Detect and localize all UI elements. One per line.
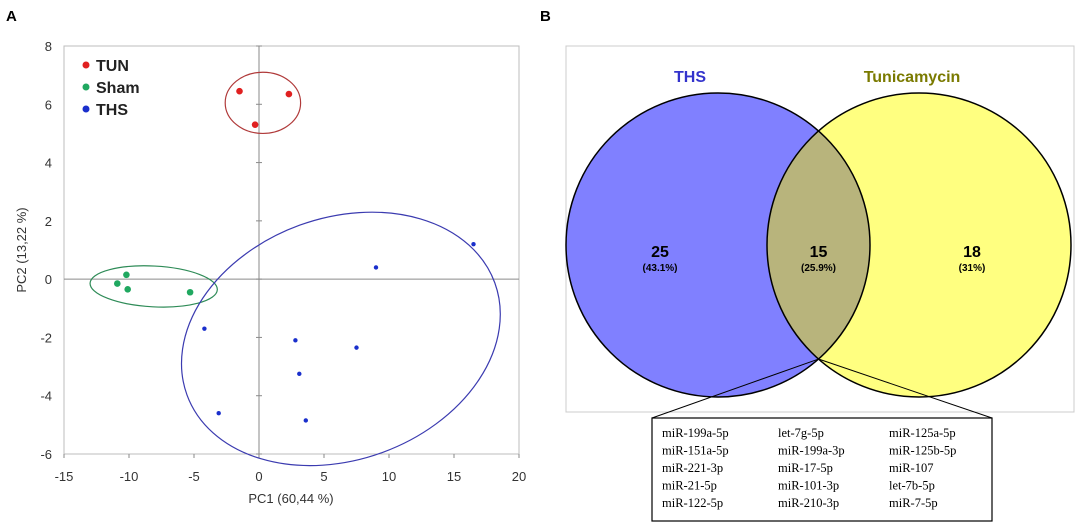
tunicamycin-set-outline [766,92,1072,398]
x-tick-label: 0 [255,469,262,484]
sham-point [123,271,130,279]
panel-b-label: B [540,8,551,25]
ths-point [293,338,298,343]
mirna-list-box [651,417,993,522]
mirna-item: miR-151a-5p [662,444,729,458]
mirna-item: miR-210-3p [778,496,839,510]
ths-point [373,265,379,270]
mirna-item: miR-125b-5p [889,444,956,458]
mirna-item: let-7g-5p [778,426,824,440]
sham-point [114,280,121,287]
y-tick-label: 2 [45,214,52,229]
intersection-callout: miR-199a-5p let-7g-5p miR-125a-5p miR-151a-… [651,358,993,522]
y-axis-title: PC2 (13,22 %) [14,207,29,292]
ths-point [297,371,302,377]
callout-line-left [651,358,819,419]
sham-legend-marker [82,83,90,91]
axes: -15 -10 -5 0 5 10 15 20 -6 -4 -2 0 2 4 6 8 [40,39,526,484]
plot-frame [63,45,520,455]
x-tick-label: -5 [188,469,200,484]
ths-point [202,326,207,331]
ths-legend-label: THS [96,102,128,119]
mirna-item: miR-101-3p [778,479,839,493]
ths-only-count: 25 [651,244,669,261]
x-tick-label: -10 [120,469,139,484]
ths-point [303,418,308,423]
y-tick-label: -4 [40,389,52,404]
ths-point [216,411,221,416]
tun-legend-label: TUN [96,58,129,75]
ths-point [471,241,476,247]
mirna-item: miR-7-5p [889,496,938,510]
panel-a-scatter: A -15 -10 -5 0 5 10 15 20 -6 -4 -2 0 2 4 6 8 TUN Sham THS… [6,8,526,506]
tun-cluster-ellipse [224,71,302,135]
legend: TUN Sham THS [82,58,140,119]
data-points [114,87,476,423]
intersection-percent: (25.9%) [801,263,836,274]
ths-point [354,345,359,350]
x-tick-label: 20 [512,469,526,484]
x-tick-label: 5 [320,469,327,484]
y-tick-label: -2 [40,330,52,345]
panel-b-venn: B THS Tunicamycin 25 (43.1%) 15 (25.9%) 18 (31%… [540,8,1075,522]
tun-legend-marker [82,61,90,69]
mirna-item: miR-122-5p [662,496,723,510]
mirna-item: miR-125a-5p [889,426,956,440]
x-tick-label: 10 [382,469,396,484]
y-tick-label: 8 [45,39,52,54]
y-tick-label: 0 [45,272,52,287]
sham-legend-label: Sham [96,80,140,97]
cluster-ellipses [89,71,501,467]
panel-a-label: A [6,8,17,25]
tunicamycin-only-percent: (31%) [959,263,986,274]
plot-area [63,45,520,455]
y-tick-label: 6 [45,97,52,112]
mirna-item: miR-199a-5p [662,426,729,440]
mirna-item: miR-107 [889,461,933,475]
ths-legend-marker [82,105,90,113]
x-tick-label: 15 [447,469,461,484]
tunicamycin-only-count: 18 [963,244,981,261]
x-axis-title: PC1 (60,44 %) [248,491,333,506]
intersection-region [767,130,870,360]
mirna-item: let-7b-5p [889,479,935,493]
mirna-item: miR-199a-3p [778,444,845,458]
ths-set-outline [565,92,871,398]
tun-point [285,90,293,98]
x-tick-label: -15 [55,469,74,484]
tun-point [236,87,243,95]
tunicamycin-set-title: Tunicamycin [864,69,961,86]
ths-only-percent: (43.1%) [642,263,677,274]
y-tick-label: -6 [40,447,52,462]
callout-line-right [818,358,993,419]
ths-set-title: THS [674,69,706,86]
mirna-item: miR-17-5p [778,461,833,475]
mirna-item: miR-21-5p [662,479,717,493]
intersection-count: 15 [810,244,828,261]
venn-diagram: THS Tunicamycin 25 (43.1%) 15 (25.9%) 18 (31%) [565,69,1072,398]
tun-point [251,121,259,128]
mirna-item: miR-221-3p [662,461,723,475]
y-tick-label: 4 [45,156,52,171]
ths-cluster-ellipse [180,211,501,467]
sham-point [124,286,131,293]
sham-cluster-ellipse [89,265,218,308]
sham-point [186,288,194,296]
